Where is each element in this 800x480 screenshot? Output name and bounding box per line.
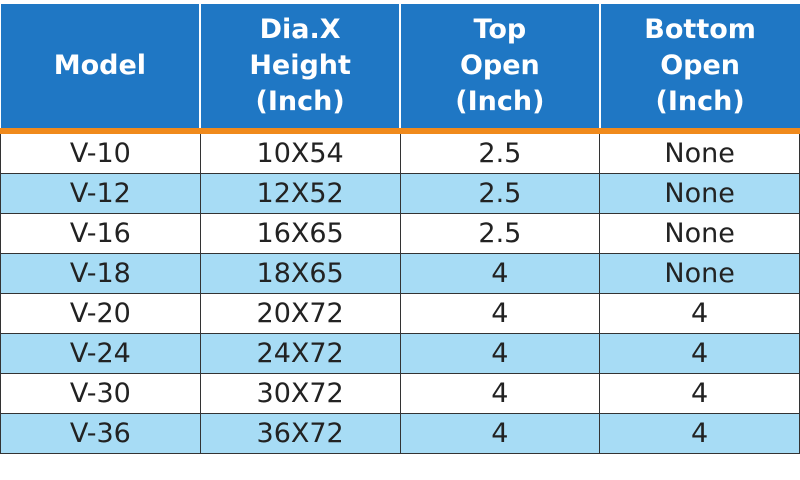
table-cell: V-30 [0, 373, 201, 414]
table-row: V-12 12X52 2.5 None [0, 173, 800, 214]
header-text: Top [473, 14, 527, 45]
table-cell: V-24 [0, 333, 201, 374]
table-row: V-16 16X65 2.5 None [0, 213, 800, 254]
header-cell: Bottom Open (Inch) [599, 4, 800, 134]
table-cell: 4 [599, 373, 800, 414]
table-cell: V-10 [0, 130, 201, 174]
table-header: Model Dia.X Height (Inch) Top Open (Inch) Botto… [0, 4, 800, 134]
table-cell: V-12 [0, 173, 201, 214]
table-cell: 4 [399, 333, 601, 374]
table-cell: 18X65 [199, 253, 401, 294]
table-cell: 10X54 [199, 130, 401, 174]
table-cell: 4 [599, 413, 800, 454]
table-cell: 16X65 [199, 213, 401, 254]
table-cell: V-20 [0, 293, 201, 334]
header-text: Open [660, 50, 741, 81]
page: Model Dia.X Height (Inch) Top Open (Inch) Botto… [0, 4, 800, 480]
table-cell: 4 [599, 333, 800, 374]
table-cell: 12X52 [199, 173, 401, 214]
table-cell: V-36 [0, 413, 201, 454]
table-cell: None [599, 213, 800, 254]
table-cell: None [599, 130, 800, 174]
header-text: Model [53, 50, 147, 81]
header-text: Height [249, 50, 351, 81]
table-cell: 4 [399, 253, 601, 294]
header-text: (Inch) [255, 86, 345, 117]
table-cell: None [599, 253, 800, 294]
table-cell: 2.5 [399, 130, 601, 174]
table-row: V-24 24X72 4 4 [0, 333, 800, 374]
header-text: Dia.X [259, 14, 341, 45]
table-cell: 30X72 [199, 373, 401, 414]
table-cell: V-16 [0, 213, 201, 254]
table-cell: 4 [399, 413, 601, 454]
table-row: V-10 10X54 2.5 None [0, 130, 800, 174]
table-body: V-10 10X54 2.5 None V-12 12X52 2.5 None V-16 16X6… [0, 130, 800, 454]
table-cell: 4 [399, 373, 601, 414]
header-row: Model Dia.X Height (Inch) Top Open (Inch) Botto… [0, 4, 800, 134]
table-row: V-30 30X72 4 4 [0, 373, 800, 414]
header-cell: Model [0, 4, 202, 134]
header-cell: Top Open (Inch) [400, 4, 601, 134]
table-cell: 4 [599, 293, 800, 334]
table-cell: 36X72 [199, 413, 401, 454]
header-text: Bottom [644, 14, 756, 45]
table-row: V-36 36X72 4 4 [0, 413, 800, 454]
table-cell: 20X72 [199, 293, 401, 334]
header-cell: Dia.X Height (Inch) [200, 4, 401, 134]
table-cell: None [599, 173, 800, 214]
table-cell: 24X72 [199, 333, 401, 374]
table-cell: 4 [399, 293, 601, 334]
table-cell: 2.5 [399, 213, 601, 254]
table-row: V-20 20X72 4 4 [0, 293, 800, 334]
table-cell: V-18 [0, 253, 201, 294]
header-text: Open [459, 50, 540, 81]
header-text: (Inch) [455, 86, 545, 117]
table-row: V-18 18X65 4 None [0, 253, 800, 294]
header-text: (Inch) [655, 86, 745, 117]
table-cell: 2.5 [399, 173, 601, 214]
spec-table: Model Dia.X Height (Inch) Top Open (Inch) Botto… [0, 4, 800, 454]
